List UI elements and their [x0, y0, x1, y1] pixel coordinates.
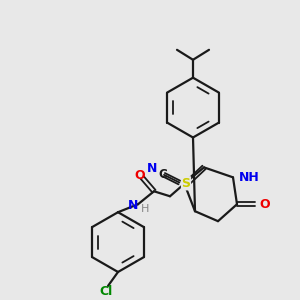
Text: O: O: [135, 169, 145, 182]
Text: N: N: [146, 162, 157, 175]
Text: O: O: [259, 198, 270, 211]
Text: NH: NH: [239, 171, 260, 184]
Text: C: C: [159, 168, 167, 181]
Text: Cl: Cl: [99, 285, 112, 298]
Text: N: N: [128, 199, 138, 212]
Text: S: S: [182, 177, 190, 190]
Text: H: H: [141, 204, 149, 214]
